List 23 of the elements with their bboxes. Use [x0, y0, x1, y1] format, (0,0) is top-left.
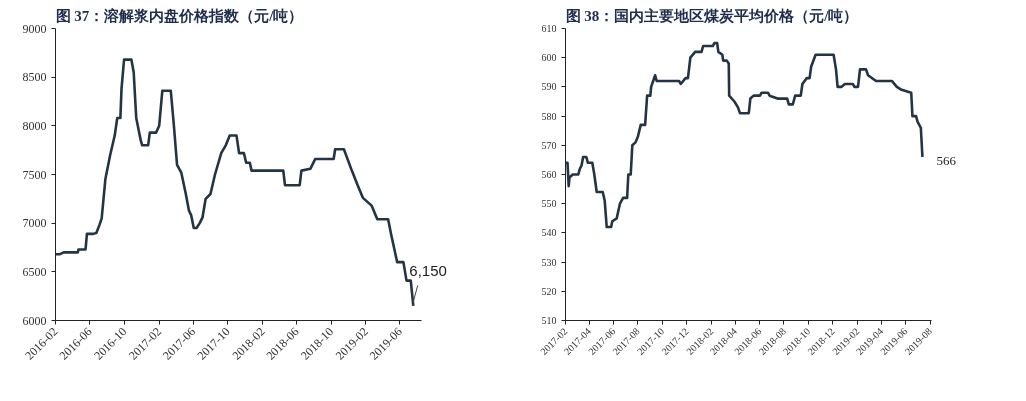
y-tick-label: 510	[541, 315, 557, 326]
y-tick-label: 6000	[22, 313, 47, 328]
y-tick-label: 600	[541, 52, 557, 64]
y-tick-label: 8000	[22, 118, 47, 133]
y-tick-label: 570	[541, 139, 557, 151]
y-tick-label: 520	[541, 285, 557, 297]
chart-title: 图 37：溶解浆内盘价格指数（元/吨）	[55, 6, 304, 24]
y-tick-label: 6500	[22, 264, 47, 279]
y-tick-label: 610	[541, 23, 557, 34]
y-tick-label: 560	[541, 169, 557, 180]
y-tick-label: 7000	[22, 216, 47, 231]
y-tick-label: 540	[541, 227, 557, 239]
y-tick-label: 9000	[22, 21, 47, 36]
y-tick-label: 580	[541, 110, 557, 122]
annotation: 566	[936, 152, 957, 168]
line-series	[565, 41, 924, 229]
y-tick-label: 530	[541, 256, 557, 268]
chart-title: 图 38：国内主要地区煤炭平均价格（元/吨）	[565, 6, 859, 24]
y-tick-label: 550	[541, 198, 557, 210]
y-tick-label: 590	[541, 81, 557, 93]
y-tick-label: 7500	[22, 167, 47, 182]
y-tick-label: 8500	[22, 70, 47, 85]
annotation: 6,150	[409, 261, 447, 279]
